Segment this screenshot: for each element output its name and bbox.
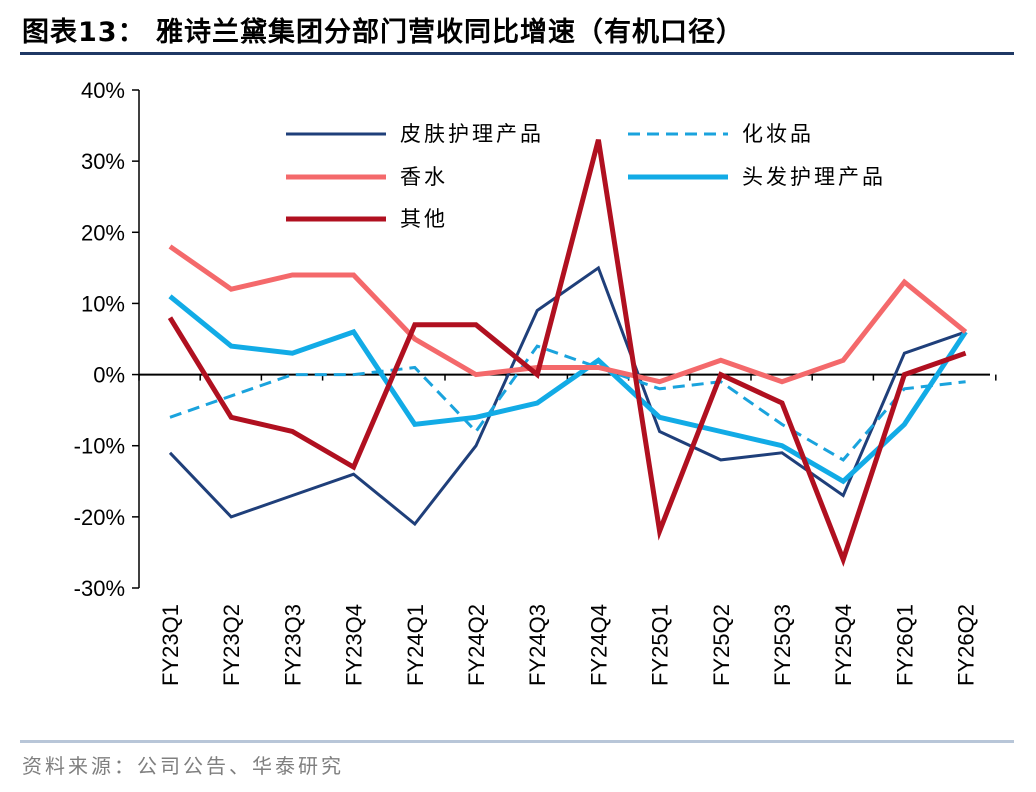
- x-tick-label: FY23Q3: [280, 604, 305, 686]
- source-note: 资料来源：公司公告、华泰研究: [22, 754, 344, 778]
- y-tick-label: 30%: [81, 149, 125, 174]
- chart-title: 图表13： 雅诗兰黛集团分部门营收同比增速（有机口径）: [22, 17, 744, 48]
- x-tick-label: FY26Q2: [954, 604, 979, 686]
- x-tick-label: FY23Q4: [342, 604, 367, 686]
- y-tick-label: 10%: [81, 291, 125, 316]
- y-tick-label: -10%: [74, 434, 125, 459]
- y-tick-label: 20%: [81, 220, 125, 245]
- legend-label-0: 皮肤护理产品: [400, 122, 544, 146]
- y-tick-label: 40%: [81, 78, 125, 103]
- series-lines: [167, 139, 968, 567]
- x-tick-label: FY23Q2: [219, 604, 244, 686]
- y-tick-label: -20%: [74, 505, 125, 530]
- x-tick-label: FY25Q1: [648, 604, 673, 686]
- series-line-1: [169, 344, 966, 462]
- legend-label-2: 香水: [400, 165, 448, 189]
- x-tick-label: FY25Q3: [770, 604, 795, 686]
- series-line-3: [168, 294, 968, 485]
- x-axis: FY23Q1 FY23Q2 FY23Q3 FY23Q4 FY24Q1 FY24Q2 FY24…: [138, 373, 997, 686]
- x-tick-label: FY24Q2: [464, 604, 489, 686]
- footer-divider: [20, 740, 1014, 743]
- series-line-4: [167, 139, 967, 567]
- series-line-2: [168, 244, 968, 385]
- y-axis: 40% 30% 20% 10% 0% -10% -20% -30%: [74, 78, 140, 601]
- x-tick-label: FY24Q4: [586, 604, 611, 686]
- x-tick-label: FY24Q1: [403, 604, 428, 686]
- legend-label-4: 其他: [400, 207, 448, 231]
- x-tick-label: FY23Q1: [158, 604, 183, 686]
- legend-label-3: 头发护理产品: [742, 165, 886, 189]
- y-tick-label: 0%: [93, 363, 125, 388]
- title-divider: [20, 52, 1014, 55]
- x-tick-label: FY25Q2: [709, 604, 734, 686]
- series-line-0: [168, 265, 967, 527]
- x-tick-label: FY25Q4: [831, 604, 856, 686]
- x-tick-label: FY24Q3: [525, 604, 550, 686]
- y-tick-label: -30%: [74, 576, 125, 601]
- legend-label-1: 化妆品: [742, 122, 814, 146]
- x-tick-label: FY26Q1: [892, 604, 917, 686]
